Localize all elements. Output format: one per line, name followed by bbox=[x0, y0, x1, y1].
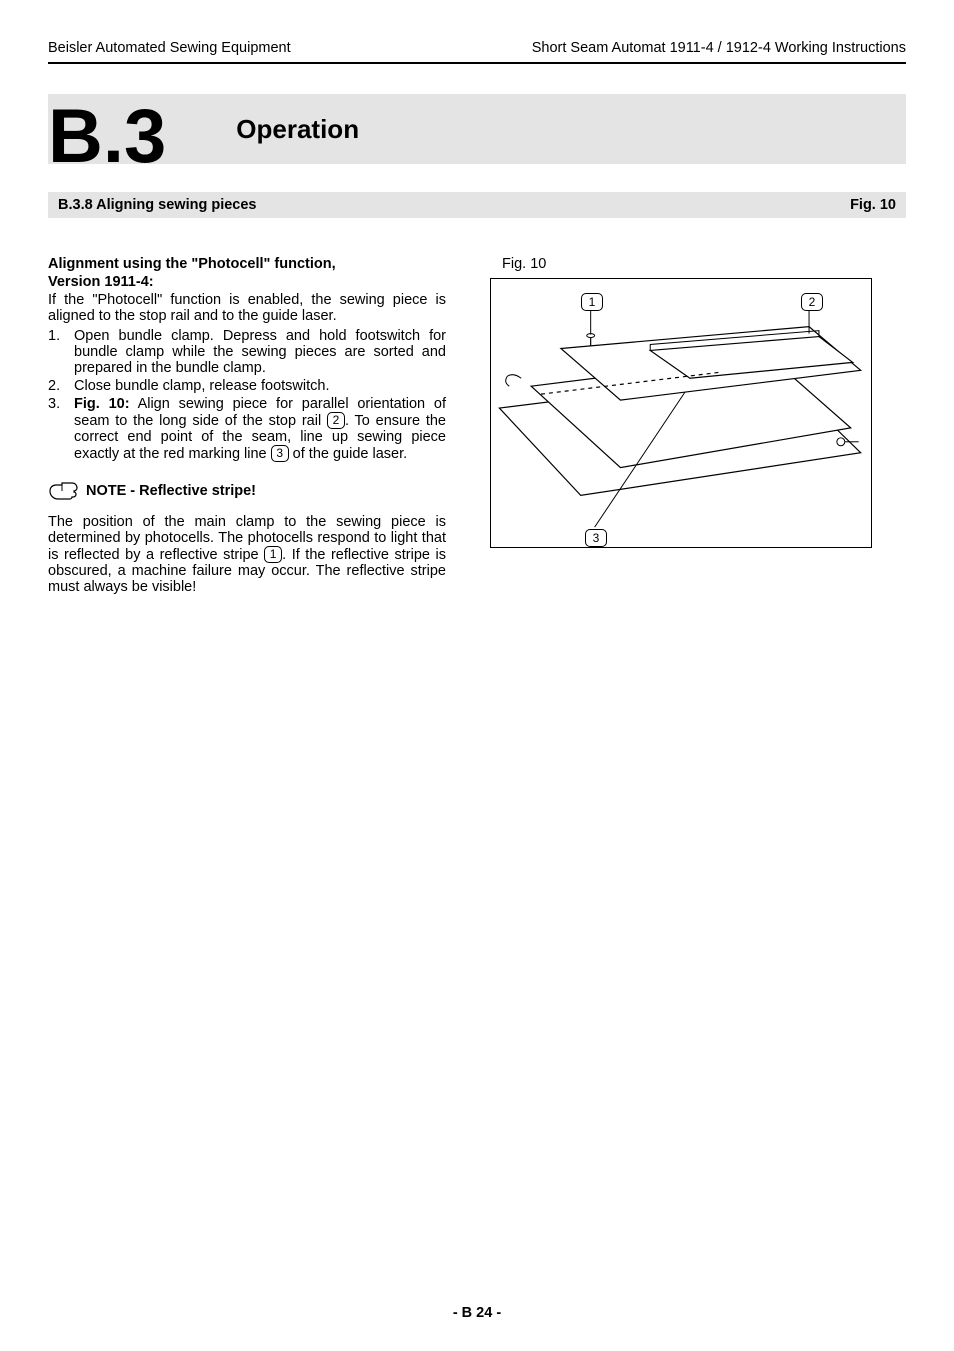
header-right: Short Seam Automat 1911-4 / 1912-4 Worki… bbox=[532, 40, 906, 56]
figure-caption: Fig. 10 bbox=[502, 256, 906, 272]
figure-callout-1: 1 bbox=[581, 293, 603, 311]
figure-callout-2: 2 bbox=[801, 293, 823, 311]
figure-10-diagram bbox=[491, 279, 871, 547]
section-title: B.3.8 Aligning sewing pieces bbox=[58, 197, 256, 213]
step-3: Fig. 10: Align sewing piece for parallel… bbox=[48, 396, 446, 462]
figure-callout-3: 3 bbox=[585, 529, 607, 547]
chapter-bar: B.3 Operation bbox=[48, 94, 906, 164]
note-heading: NOTE - Reflective stripe! bbox=[48, 482, 446, 500]
callout-ref-3: 3 bbox=[271, 445, 289, 462]
figure-10: 1 2 3 bbox=[490, 278, 872, 548]
section-bar: B.3.8 Aligning sewing pieces Fig. 10 bbox=[48, 192, 906, 218]
step-2: Close bundle clamp, release footswitch. bbox=[48, 378, 446, 394]
steps-list: Open bundle clamp. Depress and hold foot… bbox=[48, 328, 446, 462]
left-column: Alignment using the "Photocell" function… bbox=[48, 256, 446, 599]
step-1: Open bundle clamp. Depress and hold foot… bbox=[48, 328, 446, 376]
section-fig-ref: Fig. 10 bbox=[850, 197, 896, 213]
step-3-text-c: of the guide laser. bbox=[289, 446, 408, 462]
step-3-bold: Fig. 10: bbox=[74, 396, 130, 412]
page-header: Beisler Automated Sewing Equipment Short… bbox=[48, 40, 906, 64]
intro-paragraph: If the "Photocell" function is enabled, … bbox=[48, 292, 446, 324]
chapter-number: B.3 bbox=[48, 103, 212, 171]
hand-point-icon bbox=[48, 482, 78, 500]
alignment-heading-1: Alignment using the "Photocell" function… bbox=[48, 256, 446, 272]
content-columns: Alignment using the "Photocell" function… bbox=[48, 256, 906, 599]
page-footer: - B 24 - bbox=[0, 1305, 954, 1321]
right-column: Fig. 10 bbox=[486, 256, 906, 599]
callout-ref-1: 1 bbox=[264, 546, 282, 563]
header-left: Beisler Automated Sewing Equipment bbox=[48, 40, 291, 56]
chapter-title: Operation bbox=[236, 114, 359, 145]
note-body: The position of the main clamp to the se… bbox=[48, 514, 446, 595]
note-title: NOTE - Reflective stripe! bbox=[86, 483, 256, 499]
alignment-heading-2: Version 1911-4: bbox=[48, 274, 446, 290]
callout-ref-2: 2 bbox=[327, 412, 345, 429]
